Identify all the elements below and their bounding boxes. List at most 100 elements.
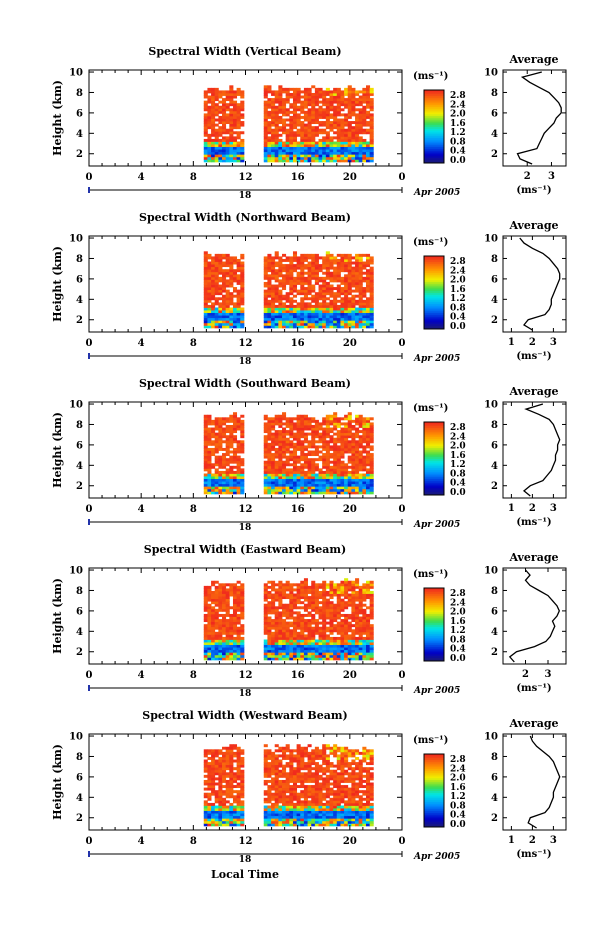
heatmap-cell	[211, 432, 216, 436]
heatmap-cell	[336, 276, 341, 280]
heatmap-cell	[222, 636, 227, 640]
heatmap-cell	[336, 289, 341, 293]
heatmap-cell	[207, 149, 212, 153]
heatmap-cell	[336, 146, 341, 150]
heatmap-cell	[282, 442, 287, 446]
heatmap-cell	[232, 113, 238, 117]
colorbar-tick-label: 0.8	[450, 469, 466, 479]
heatmap-cell	[333, 486, 338, 490]
heatmap-cell	[214, 317, 219, 321]
heatmap-cell	[207, 463, 212, 467]
heatmap-cell	[333, 322, 338, 326]
heatmap-cell	[362, 87, 367, 91]
heatmap-cell	[236, 580, 241, 584]
heatmap-cell	[300, 317, 305, 321]
heatmap-cell	[300, 90, 305, 94]
heatmap-cell	[347, 92, 352, 96]
heatmap-cell	[285, 631, 290, 635]
heatmap-cell	[263, 606, 268, 610]
heatmap-cell	[362, 491, 367, 495]
heatmap-cell	[369, 133, 374, 137]
heatmap-cell	[307, 113, 312, 117]
heatmap-cell	[311, 601, 316, 605]
heatmap-cell	[369, 261, 374, 265]
heatmap-cell	[314, 133, 319, 137]
heatmap-cell	[314, 432, 319, 436]
heatmap-cell	[358, 299, 363, 303]
heatmap-cell	[271, 458, 276, 462]
heatmap-cell	[267, 603, 272, 607]
heatmap-cell	[218, 652, 223, 656]
heatmap-cell	[278, 593, 283, 597]
heatmap-cell	[344, 427, 349, 431]
heatmap-cell	[203, 430, 208, 434]
heatmap-cell	[278, 138, 283, 142]
heatmap-cell	[289, 606, 294, 610]
heatmap-cell	[240, 463, 245, 467]
colorbar-segment	[424, 427, 444, 430]
colorbar-segment	[424, 102, 444, 106]
heatmap-cell	[214, 580, 219, 584]
heatmap-cell	[311, 276, 316, 280]
heatmap-cell	[267, 642, 272, 645]
heatmap-cell	[303, 138, 308, 142]
heatmap-cell	[322, 483, 327, 487]
heatmap-cell	[271, 460, 276, 464]
heatmap-cell	[232, 647, 238, 651]
heatmap-cell	[322, 123, 327, 127]
heatmap-cell	[214, 103, 219, 107]
heatmap-cell	[369, 156, 374, 160]
heatmap-cell	[211, 636, 216, 640]
heatmap-cell	[263, 310, 268, 313]
heatmap-cell	[218, 445, 223, 449]
heatmap-cell	[278, 647, 283, 651]
heatmap-cell	[267, 144, 272, 147]
heatmap-cell	[311, 621, 316, 625]
heatmap-cell	[307, 271, 312, 275]
heatmap-cell	[222, 598, 227, 602]
heatmap-cell	[289, 274, 294, 278]
heatmap-cell	[292, 478, 298, 482]
heatmap-cell	[289, 647, 294, 651]
heatmap-cell	[232, 279, 238, 283]
heatmap-cell	[362, 608, 367, 612]
heatmap-cell	[225, 596, 230, 600]
heatmap-cell	[207, 422, 212, 426]
heatmap-cell	[314, 453, 319, 457]
heatmap-cell	[218, 427, 223, 431]
heatmap-cell	[362, 131, 367, 135]
heatmap-cell	[214, 613, 219, 617]
heatmap-cell	[267, 422, 272, 426]
heatmap-cell	[362, 624, 367, 628]
heatmap-cell	[362, 483, 367, 487]
heatmap-cell	[289, 601, 294, 605]
heatmap-cell	[318, 654, 323, 658]
heatmap-cell	[225, 590, 230, 594]
heatmap-cell	[318, 608, 323, 612]
heatmap-cell	[358, 631, 363, 635]
heatmap-cell	[211, 478, 216, 482]
heatmap-cell	[232, 486, 238, 490]
heatmap-cell	[300, 450, 305, 454]
heatmap-cell	[355, 483, 360, 487]
heatmap-cell	[333, 146, 338, 150]
heatmap-cell	[307, 325, 312, 329]
colorbar-segment	[424, 436, 444, 439]
heatmap-cell	[366, 103, 371, 107]
colorbar-segment	[424, 128, 444, 131]
colorbar-segment	[424, 628, 444, 631]
heatmap-cell	[229, 458, 234, 462]
heatmap-cell	[322, 442, 327, 446]
heatmap-cell	[344, 603, 349, 607]
heatmap-cell	[314, 642, 319, 645]
heatmap-cell	[333, 424, 338, 428]
heatmap-cell	[203, 121, 208, 125]
heatmap-cell	[222, 151, 227, 155]
heatmap-cell	[271, 108, 276, 112]
heatmap-cell	[318, 585, 323, 589]
heatmap-cell	[347, 486, 352, 490]
heatmap-cell	[336, 149, 341, 153]
heatmap-cell	[325, 146, 330, 150]
heatmap-cell	[355, 470, 360, 474]
heatmap-cell	[318, 264, 323, 268]
